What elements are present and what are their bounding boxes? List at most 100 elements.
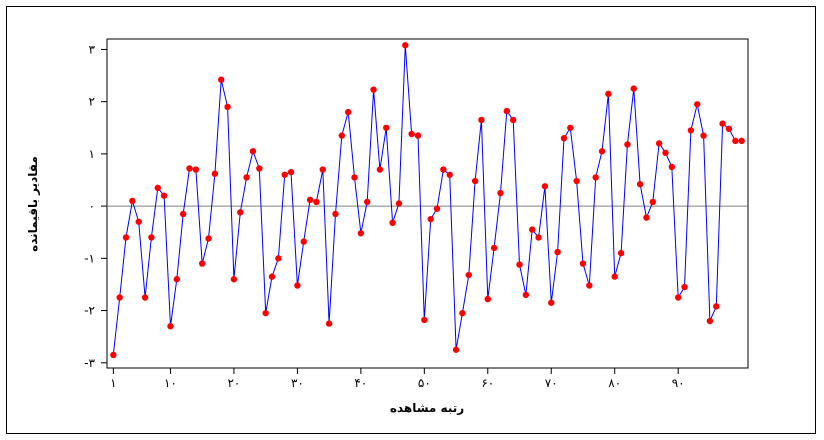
data-point [268,273,276,280]
data-point [338,132,346,139]
data-point [713,303,720,310]
data-point [605,90,612,98]
data-point [433,205,441,212]
data-point [681,283,688,291]
data-point [389,219,396,227]
data-point [421,316,428,324]
y-tick-label: -۱ [84,251,95,265]
data-point [649,198,657,206]
data-point [560,135,568,142]
data-point [655,140,663,147]
data-point [313,198,320,206]
data-point [573,177,580,185]
data-point [465,271,472,279]
x-tick-label: ۶۰ [481,376,494,390]
data-point [243,174,250,181]
data-point [427,215,434,223]
data-point [344,108,352,116]
data-point [129,197,136,205]
x-axis-title: رتبه مشاهده [390,401,464,415]
y-tick-label: ۳ [89,42,96,56]
data-point [611,273,618,280]
data-point [179,210,187,218]
data-point [471,177,479,185]
x-tick-label: ۴۰ [354,376,367,390]
data-point [478,116,485,124]
x-tick-label: ۳۰ [291,376,304,390]
data-point [636,180,644,188]
data-point [554,248,561,256]
data-point [414,132,422,139]
data-point [135,218,142,225]
data-point [383,124,390,131]
data-point [395,200,403,207]
y-tick-label: -۳ [84,356,95,370]
data-point [719,120,726,127]
data-point [154,184,161,192]
data-point [490,244,498,252]
data-point [706,317,714,325]
data-point [357,230,365,237]
data-point [643,214,650,221]
x-tick-label: ۱۰ [164,376,177,390]
data-point [579,260,587,267]
data-point [509,116,517,124]
data-point [694,101,701,108]
data-point [287,168,295,176]
x-tick-label: ۵۰ [418,376,431,390]
data-point [617,249,625,257]
data-point [548,299,555,306]
data-point [332,210,339,218]
data-point [592,174,599,181]
data-point [446,171,453,178]
data-point [497,189,504,197]
data-point [738,137,745,145]
data-point [230,276,238,283]
data-point [256,165,263,172]
data-point [630,85,637,92]
data-point [674,294,682,301]
data-point [725,125,733,133]
data-point [218,76,225,83]
x-tick-label: ۹۰ [672,376,685,390]
data-point [567,124,574,131]
data-point [173,276,181,283]
data-point [535,234,542,241]
data-point [237,209,244,216]
data-point [364,198,371,206]
data-point [402,42,409,49]
data-point [141,294,149,301]
data-point [167,323,174,330]
data-point [598,148,606,155]
data-point [440,166,447,173]
data-point [211,170,219,177]
data-point [586,282,593,289]
data-point [192,166,200,173]
data-point [160,192,168,199]
data-point [110,351,117,359]
data-point [249,148,257,155]
y-axis-title: مقادیر باقیمانده [26,156,40,252]
data-point [148,234,155,241]
residuals-markers [110,42,745,359]
data-point [541,183,549,190]
y-tick-label: ۲ [89,95,95,109]
data-point [205,235,212,242]
y-axis: -۳ -۲ -۱ ۰ ۱ ۲ ۳ [84,42,107,370]
data-point [732,137,739,145]
y-tick-label: ۰ [89,199,95,213]
plot-area [106,38,749,369]
data-point [306,196,314,204]
data-point [376,166,384,173]
data-point [325,320,333,327]
residuals-series-line [112,45,742,355]
data-point [319,166,326,173]
x-tick-label: ۲۰ [227,376,240,390]
x-tick-label: ۱ [110,376,116,390]
data-point [503,107,511,115]
data-point [281,171,288,178]
x-tick-label: ۸۰ [608,376,621,390]
x-tick-label: ۷۰ [545,376,558,390]
data-point [668,163,676,171]
